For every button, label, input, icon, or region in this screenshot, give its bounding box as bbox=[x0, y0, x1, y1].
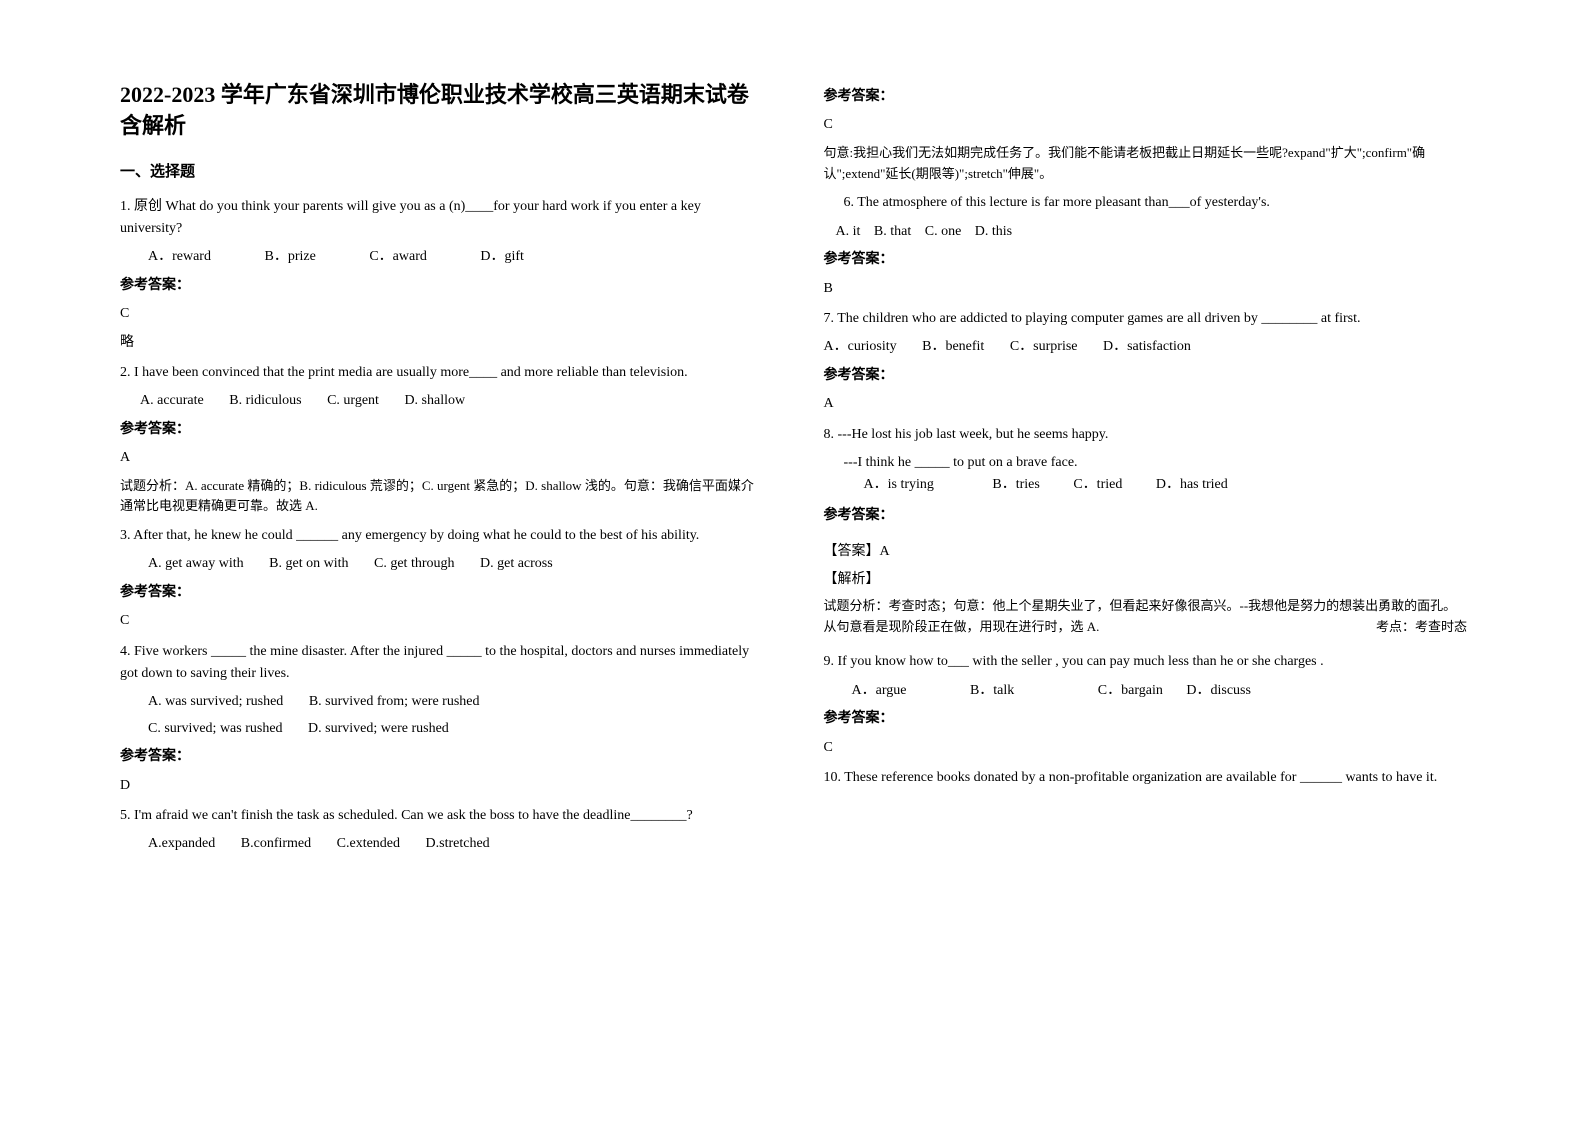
option-c: C. one bbox=[925, 221, 962, 243]
option-b: B．benefit bbox=[922, 336, 984, 358]
question-6-options: A. it B. that C. one D. this bbox=[824, 221, 1468, 243]
question-4-options-row2: C. survived; was rushed D. survived; wer… bbox=[120, 718, 764, 740]
answer-1-note: 略 bbox=[120, 332, 764, 354]
option-d: D．has tried bbox=[1156, 474, 1228, 496]
option-c: C.extended bbox=[337, 833, 400, 855]
option-c: C. urgent bbox=[327, 390, 379, 412]
option-a: A．is trying bbox=[864, 474, 934, 496]
option-a: A．argue bbox=[852, 680, 907, 702]
option-b: B.confirmed bbox=[241, 833, 311, 855]
question-3: 3. After that, he knew he could ______ a… bbox=[120, 525, 764, 547]
question-1-options: A．reward B．prize C．award D．gift bbox=[120, 246, 764, 268]
question-8-line1: 8. ---He lost his job last week, but he … bbox=[824, 424, 1468, 446]
option-c: C．surprise bbox=[1010, 336, 1078, 358]
option-b: B. survived from; were rushed bbox=[309, 691, 480, 713]
option-a: A. get away with bbox=[148, 553, 244, 575]
page-title: 2022-2023 学年广东省深圳市博伦职业技术学校高三英语期末试卷含解析 bbox=[120, 80, 764, 142]
option-a: A. accurate bbox=[140, 390, 204, 412]
answer-6: B bbox=[824, 278, 1468, 300]
answer-label: 参考答案： bbox=[120, 275, 764, 297]
question-7-options: A．curiosity B．benefit C．surprise D．satis… bbox=[824, 336, 1468, 358]
option-b: B．prize bbox=[264, 246, 315, 268]
answer-label: 参考答案： bbox=[120, 582, 764, 604]
question-3-options: A. get away with B. get on with C. get t… bbox=[120, 553, 764, 575]
option-d: D. shallow bbox=[404, 390, 465, 412]
answer-2: A bbox=[120, 447, 764, 469]
answer-label: 参考答案： bbox=[824, 86, 1468, 108]
answer-9: C bbox=[824, 737, 1468, 759]
question-5-options: A.expanded B.confirmed C.extended D.stre… bbox=[120, 833, 764, 855]
answer-label: 参考答案： bbox=[824, 708, 1468, 730]
option-b: B. that bbox=[874, 221, 911, 243]
option-b: B．talk bbox=[970, 680, 1014, 702]
option-d: D．gift bbox=[480, 246, 524, 268]
question-2-options: A. accurate B. ridiculous C. urgent D. s… bbox=[120, 390, 764, 412]
answer-5: C bbox=[824, 114, 1468, 136]
question-4-options-row1: A. was survived; rushed B. survived from… bbox=[120, 691, 764, 713]
option-c: C. get through bbox=[374, 553, 455, 575]
option-d: D. this bbox=[975, 221, 1012, 243]
option-d: D.stretched bbox=[426, 833, 490, 855]
question-9-options: A．argue B．talk C．bargain D．discuss bbox=[824, 680, 1468, 702]
option-d: D．discuss bbox=[1186, 680, 1251, 702]
option-b: B. ridiculous bbox=[229, 390, 301, 412]
question-9: 9. If you know how to___ with the seller… bbox=[824, 651, 1468, 673]
question-7: 7. The children who are addicted to play… bbox=[824, 308, 1468, 330]
answer-3: C bbox=[120, 610, 764, 632]
question-1: 1. 原创 What do you think your parents wil… bbox=[120, 196, 764, 241]
option-c: C. survived; was rushed bbox=[148, 718, 283, 740]
question-6: 6. The atmosphere of this lecture is far… bbox=[824, 192, 1468, 214]
question-8-line2: ---I think he _____ to put on a brave fa… bbox=[824, 452, 1468, 474]
question-8-options: A．is trying B．tries C．tried D．has tried bbox=[824, 474, 1468, 496]
option-d: D. survived; were rushed bbox=[308, 718, 449, 740]
answer-8-note-text: 试题分析：考查时态；句意：他上个星期失业了，但看起来好像很高兴。--我想他是努力… bbox=[824, 598, 1457, 634]
answer-2-note: 试题分析：A. accurate 精确的；B. ridiculous 荒谬的；C… bbox=[120, 476, 764, 518]
option-a: A. was survived; rushed bbox=[148, 691, 283, 713]
option-d: D．satisfaction bbox=[1103, 336, 1191, 358]
answer-1: C bbox=[120, 303, 764, 325]
option-c: C．bargain bbox=[1098, 680, 1163, 702]
option-a: A.expanded bbox=[148, 833, 215, 855]
answer-label: 参考答案： bbox=[824, 505, 1468, 527]
option-b: B．tries bbox=[992, 474, 1039, 496]
answer-label: 参考答案： bbox=[824, 365, 1468, 387]
answer-4: D bbox=[120, 775, 764, 797]
option-a: A．curiosity bbox=[824, 336, 897, 358]
option-a: A. it bbox=[836, 221, 861, 243]
question-5: 5. I'm afraid we can't finish the task a… bbox=[120, 805, 764, 827]
answer-5-note: 句意:我担心我们无法如期完成任务了。我们能不能请老板把截止日期延长一些呢?exp… bbox=[824, 143, 1468, 185]
option-d: D. get across bbox=[480, 553, 553, 575]
option-c: C．tried bbox=[1073, 474, 1122, 496]
answer-8-kaodian: 考点：考查时态 bbox=[1376, 617, 1467, 638]
option-a: A．reward bbox=[148, 246, 211, 268]
question-4: 4. Five workers _____ the mine disaster.… bbox=[120, 641, 764, 686]
question-10: 10. These reference books donated by a n… bbox=[824, 767, 1468, 789]
answer-label: 参考答案： bbox=[824, 249, 1468, 271]
section-heading: 一、选择题 bbox=[120, 160, 764, 184]
option-c: C．award bbox=[369, 246, 427, 268]
answer-8-jiexi: 【解析】 bbox=[824, 569, 1468, 591]
answer-label: 参考答案： bbox=[120, 746, 764, 768]
answer-7: A bbox=[824, 393, 1468, 415]
answer-8-note: 试题分析：考查时态；句意：他上个星期失业了，但看起来好像很高兴。--我想他是努力… bbox=[824, 596, 1468, 638]
answer-8-head: 【答案】A bbox=[824, 541, 1468, 563]
answer-label: 参考答案： bbox=[120, 419, 764, 441]
option-b: B. get on with bbox=[269, 553, 348, 575]
question-2: 2. I have been convinced that the print … bbox=[120, 362, 764, 384]
